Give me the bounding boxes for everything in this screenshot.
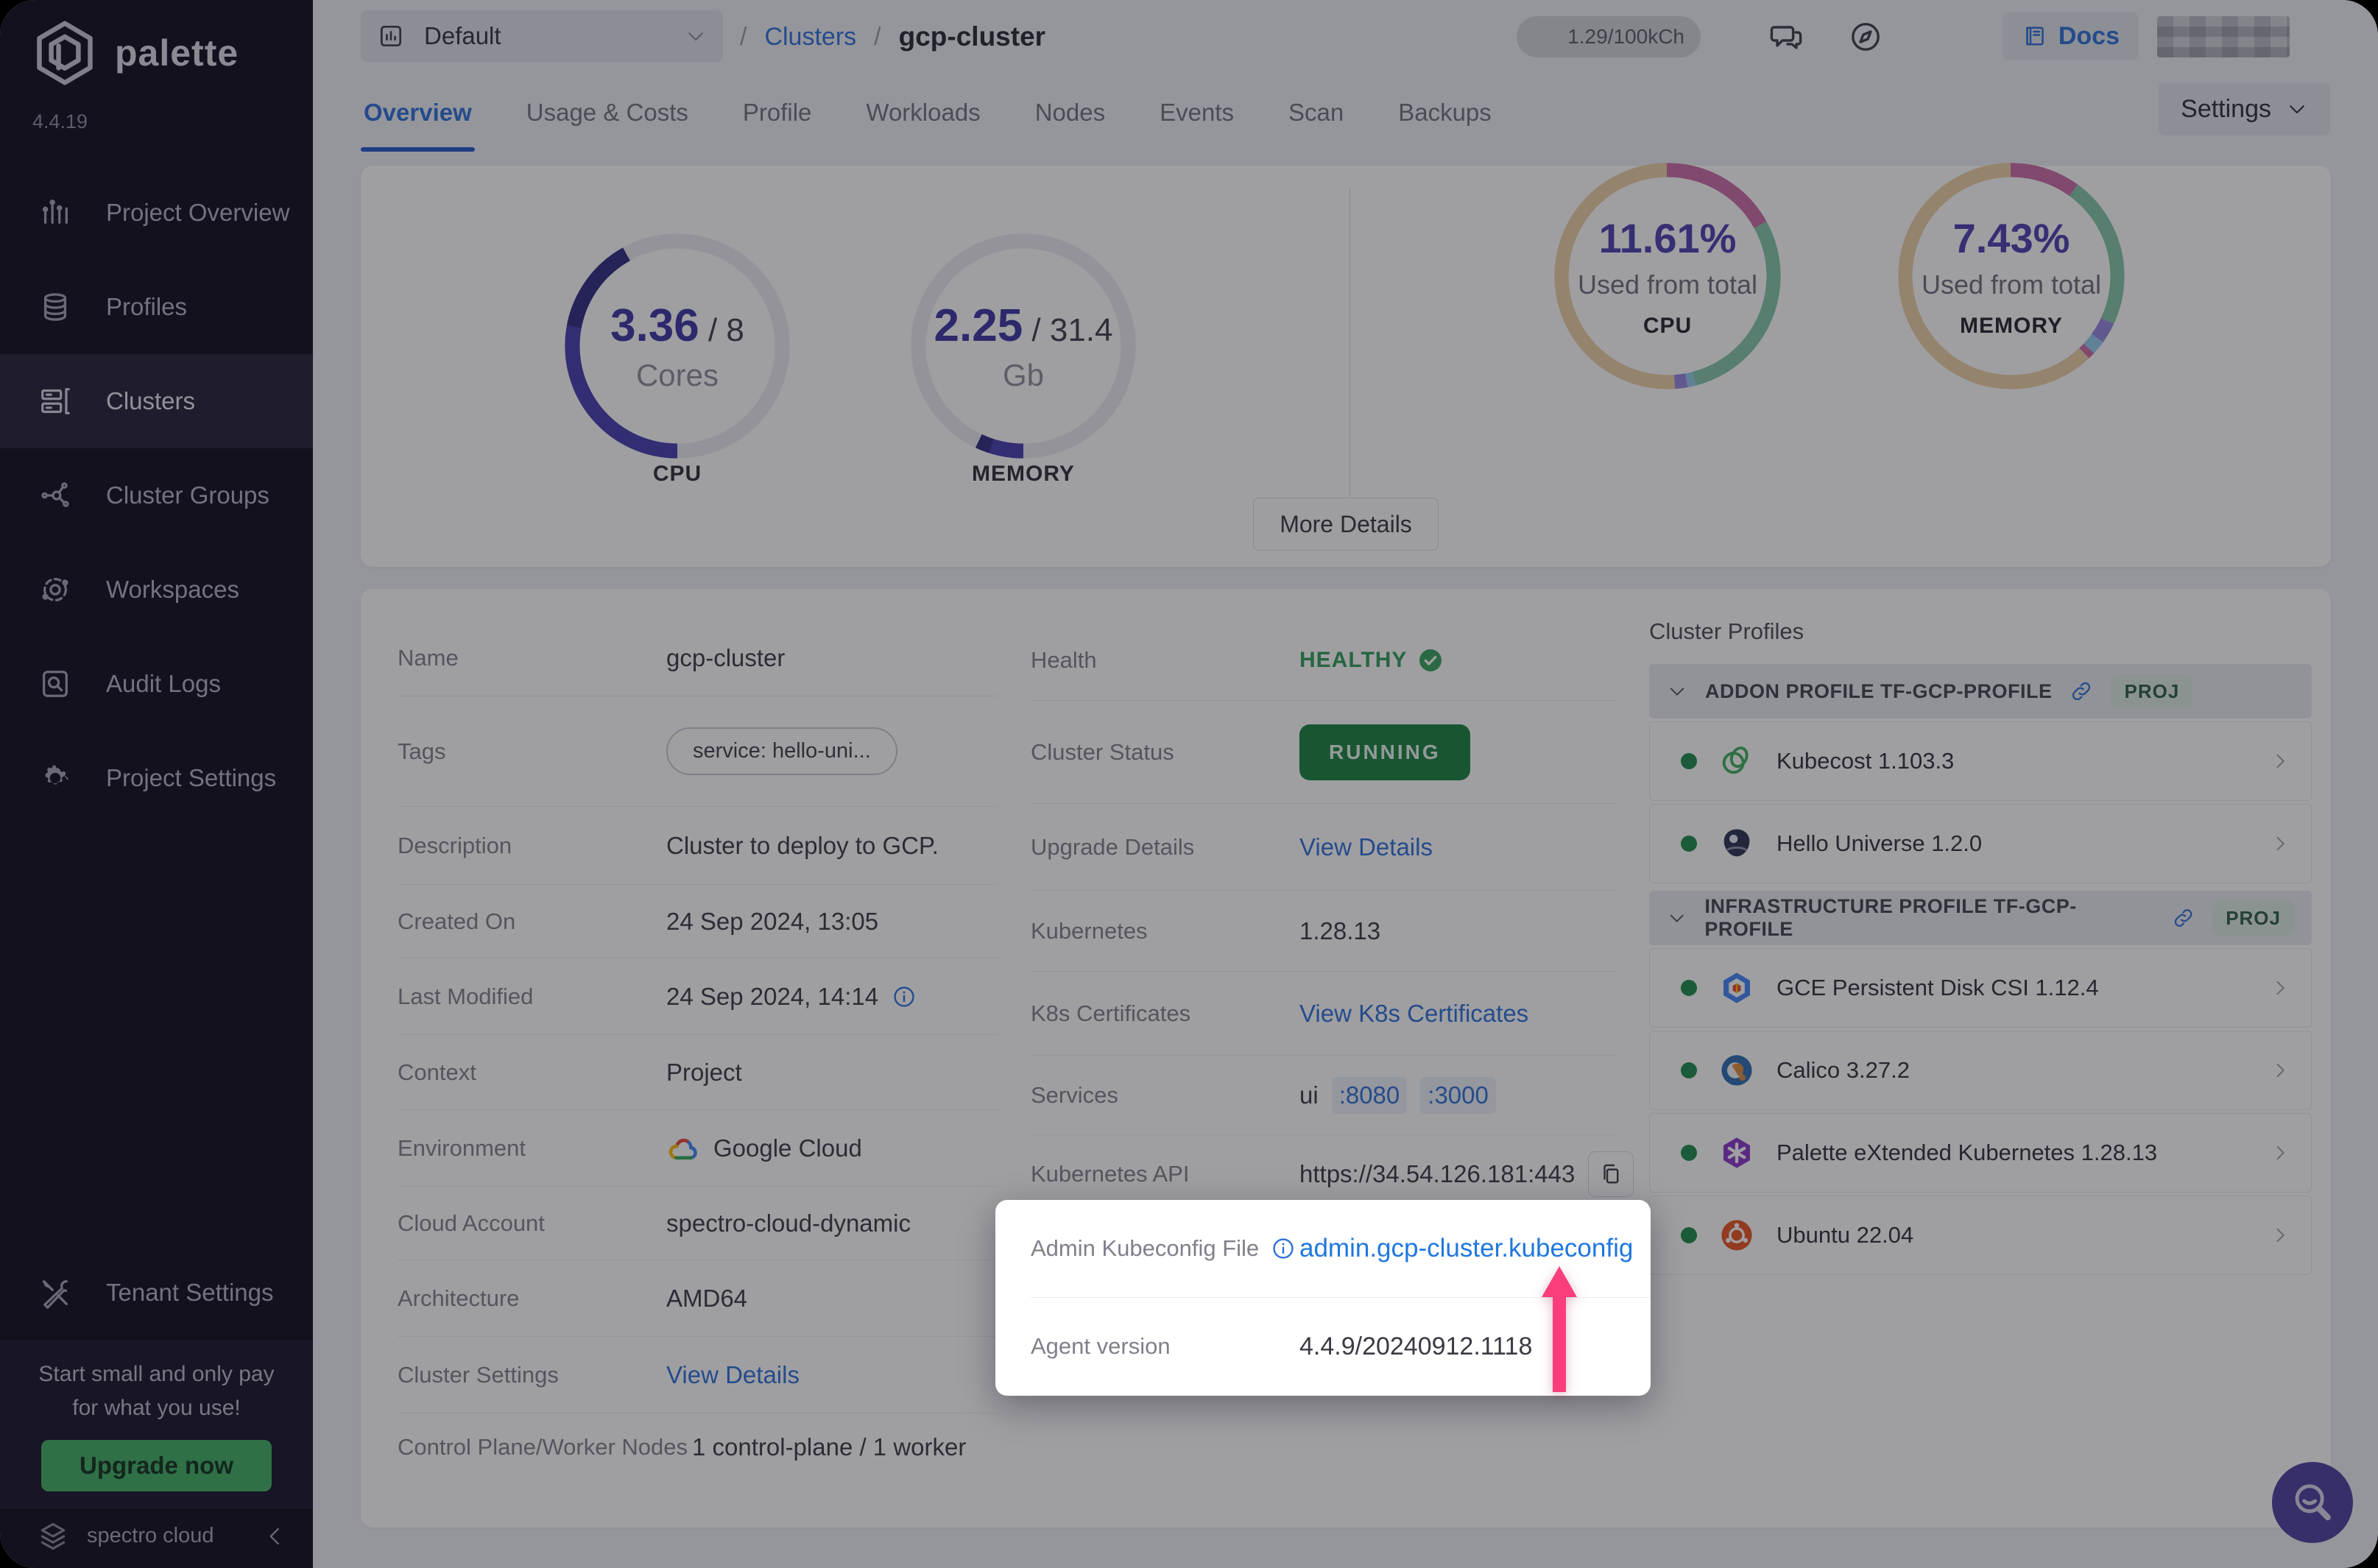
screenshot-stage: palette 4.4.19 Project Overview Profiles [0,0,2378,1568]
admin-kubeconfig-download-link[interactable]: admin.gcp-cluster.kubeconfig [1299,1234,1633,1262]
agent-version-value: 4.4.9/20240912.1118 [1299,1332,1532,1361]
row-label: Agent version [1031,1333,1299,1360]
info-icon[interactable] [1271,1236,1296,1261]
palette-app-window: palette 4.4.19 Project Overview Profiles [0,0,2378,1568]
row-label: Admin Kubeconfig File [1031,1235,1259,1262]
tutorial-arrow-up [1537,1263,1581,1397]
